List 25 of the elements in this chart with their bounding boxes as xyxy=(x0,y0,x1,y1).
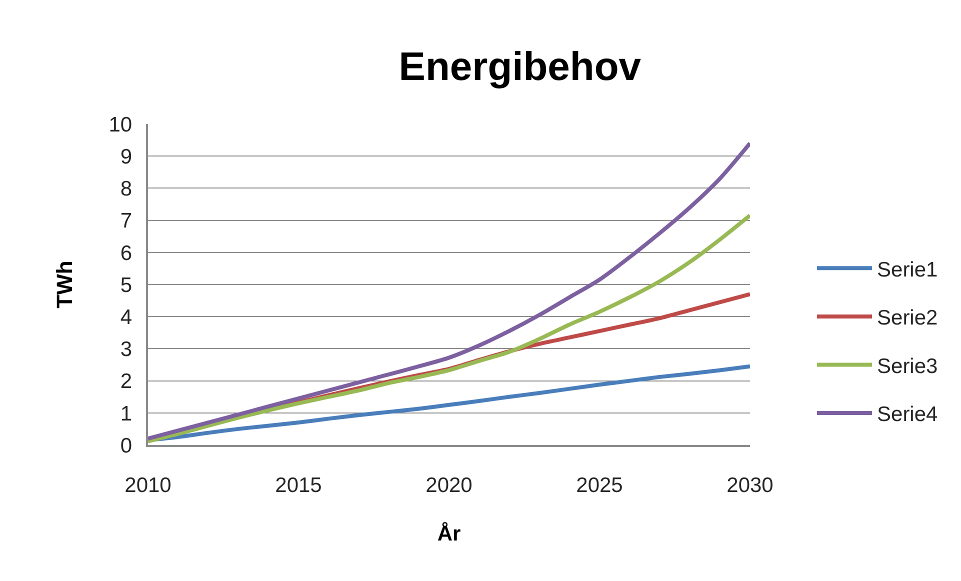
y-tick-label: 5 xyxy=(120,274,132,297)
y-tick-label: 9 xyxy=(120,145,132,168)
chart-title: Energibehov xyxy=(398,45,642,90)
legend-label: Serie2 xyxy=(877,306,938,330)
y-tick-label: 10 xyxy=(108,113,132,136)
line-series xyxy=(148,213,750,444)
legend-label: Serie3 xyxy=(877,354,938,378)
line-series xyxy=(148,141,750,441)
x-tick-label: 2015 xyxy=(275,474,322,497)
y-axis-title: TWh xyxy=(52,260,77,308)
legend-label: Serie4 xyxy=(877,403,938,426)
x-tick-label: 2020 xyxy=(426,474,472,497)
x-tick-label: 2030 xyxy=(726,474,774,497)
x-tick-label: 2025 xyxy=(576,474,623,497)
y-tick-label: 7 xyxy=(120,210,132,233)
y-tick-label: 6 xyxy=(120,242,132,265)
y-tick-label: 8 xyxy=(120,178,132,201)
y-tick-label: 3 xyxy=(120,338,132,362)
y-tick-label: 0 xyxy=(120,434,132,458)
y-tick-label: 4 xyxy=(120,306,132,329)
x-axis-title: År xyxy=(437,522,461,546)
y-tick-label: 1 xyxy=(120,402,132,426)
legend-label: Serie1 xyxy=(877,258,938,282)
y-tick-label: 2 xyxy=(120,370,132,394)
x-tick-label: 2010 xyxy=(124,474,172,497)
